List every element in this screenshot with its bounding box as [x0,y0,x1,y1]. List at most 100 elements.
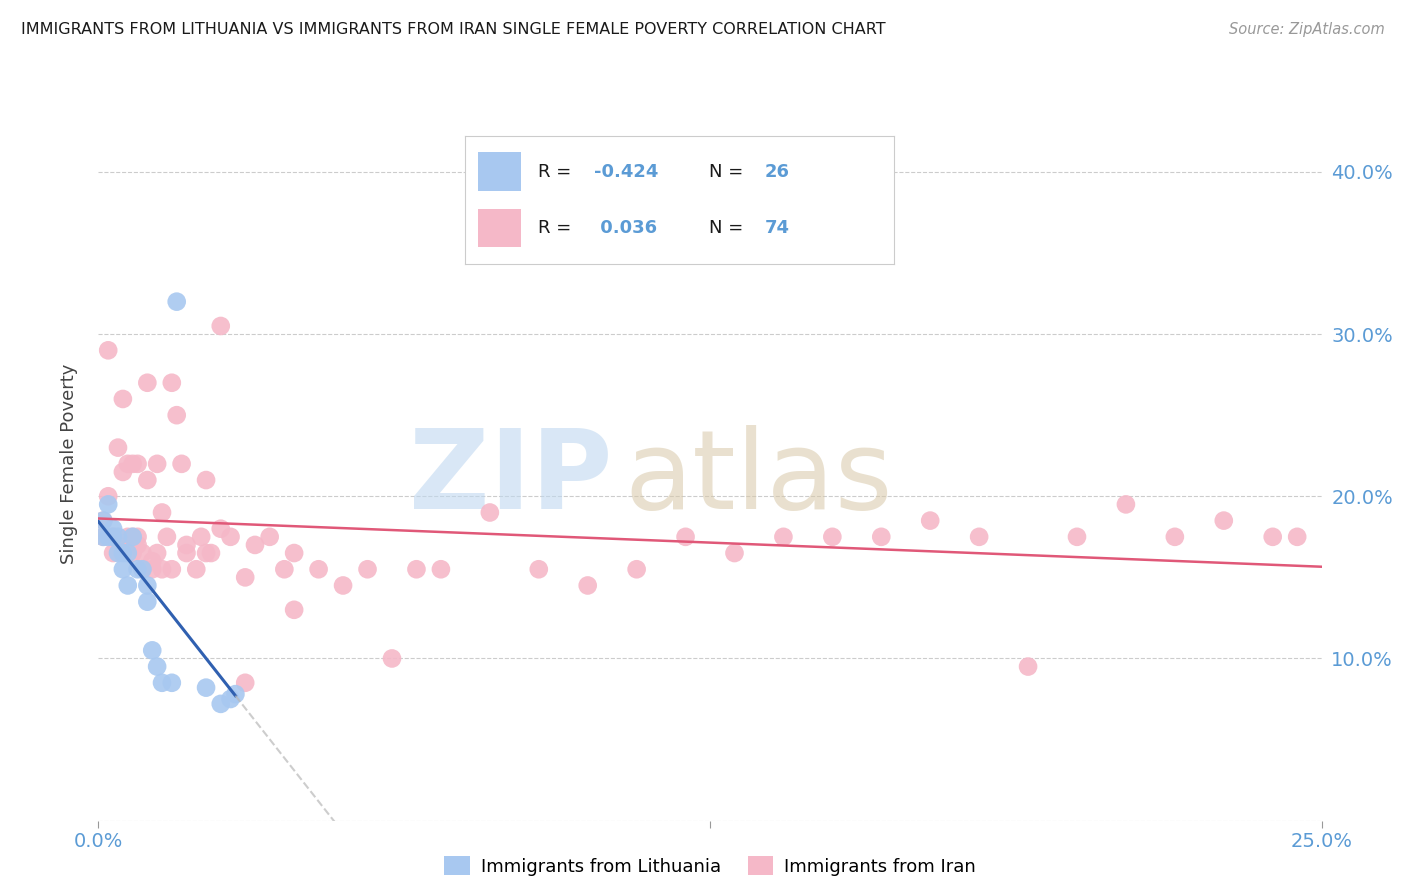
Point [111,465,134,479]
Point [1261,530,1284,544]
Point [160,675,183,690]
Point [117,538,139,552]
Point [195,473,218,487]
Point [107,441,129,455]
Point [723,546,745,560]
Point [117,530,139,544]
Point [121,457,143,471]
Point [772,530,794,544]
Point [273,562,295,576]
Point [160,562,183,576]
Point [870,530,893,544]
Point [101,546,124,560]
Point [146,659,169,673]
Point [170,457,193,471]
Point [101,522,124,536]
Point [131,546,153,560]
Point [195,681,218,695]
Point [166,294,188,309]
Point [176,538,198,552]
Point [121,530,143,544]
Point [107,546,129,560]
Point [200,546,222,560]
Point [131,562,153,576]
Point [127,530,149,544]
Point [111,546,134,560]
Point [209,522,232,536]
Point [308,562,330,576]
Point [233,675,256,690]
Point [101,530,124,544]
Point [920,514,942,528]
Point [381,651,404,665]
Point [136,473,159,487]
Point [356,562,378,576]
Point [527,562,550,576]
Point [117,457,139,471]
Point [1212,514,1234,528]
Point [97,489,120,503]
Point [150,675,173,690]
Point [101,530,124,544]
Point [190,530,212,544]
Point [141,554,163,568]
Point [1017,659,1039,673]
Point [195,546,218,560]
Point [626,562,648,576]
Point [136,578,159,592]
Point [1286,530,1309,544]
Point [117,546,139,560]
Point [97,497,120,511]
Point [967,530,990,544]
Point [166,408,188,422]
Point [127,538,149,552]
Point [332,578,354,592]
Point [117,578,139,592]
Text: ZIP: ZIP [409,425,612,532]
Point [219,530,242,544]
Point [243,538,266,552]
Point [1115,497,1137,511]
Point [91,530,114,544]
Point [283,603,305,617]
Point [219,692,242,706]
Point [136,376,159,390]
Point [141,562,163,576]
Point [91,514,114,528]
Point [111,562,134,576]
Point [576,578,599,592]
Legend: Immigrants from Lithuania, Immigrants from Iran: Immigrants from Lithuania, Immigrants fr… [437,849,983,883]
Point [224,687,246,701]
Point [111,392,134,406]
Point [259,530,281,544]
Point [176,546,198,560]
Point [675,530,697,544]
Text: atlas: atlas [624,425,893,532]
Point [150,562,173,576]
Point [821,530,844,544]
Point [209,697,232,711]
Point [1164,530,1187,544]
Point [1066,530,1088,544]
Point [156,530,179,544]
Point [121,546,143,560]
Point [478,506,501,520]
Point [121,530,143,544]
Y-axis label: Single Female Poverty: Single Female Poverty [59,364,77,564]
Point [430,562,453,576]
Point [405,562,427,576]
Point [233,570,256,584]
Text: Source: ZipAtlas.com: Source: ZipAtlas.com [1229,22,1385,37]
Point [146,546,169,560]
Point [209,318,232,333]
Point [107,530,129,544]
Point [160,376,183,390]
Point [141,643,163,657]
Point [127,457,149,471]
Point [91,530,114,544]
Point [150,506,173,520]
Point [131,562,153,576]
Point [91,514,114,528]
Text: IMMIGRANTS FROM LITHUANIA VS IMMIGRANTS FROM IRAN SINGLE FEMALE POVERTY CORRELAT: IMMIGRANTS FROM LITHUANIA VS IMMIGRANTS … [21,22,886,37]
Point [127,562,149,576]
